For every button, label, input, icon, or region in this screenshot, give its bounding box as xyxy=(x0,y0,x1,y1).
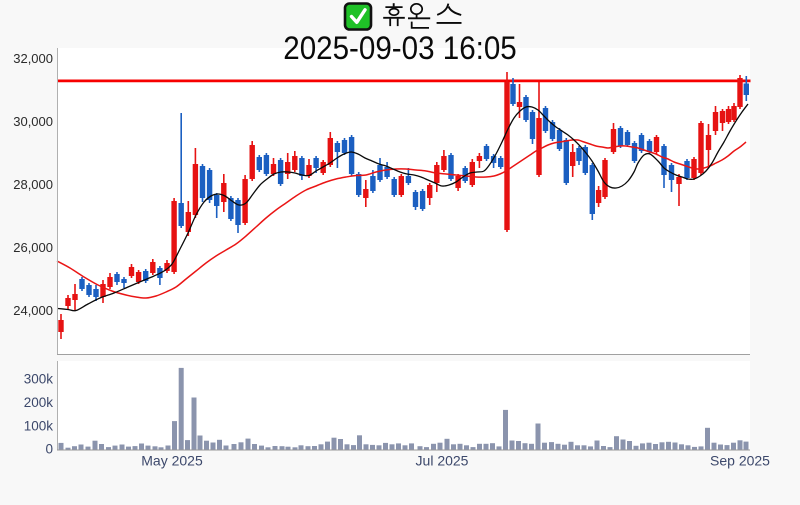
svg-text:Sep 2025: Sep 2025 xyxy=(710,453,770,469)
svg-text:28,000: 28,000 xyxy=(13,177,53,192)
svg-text:0: 0 xyxy=(45,442,53,457)
svg-text:200k: 200k xyxy=(24,395,54,410)
svg-text:300k: 300k xyxy=(24,372,54,387)
svg-text:26,000: 26,000 xyxy=(13,240,53,255)
svg-text:24,000: 24,000 xyxy=(13,303,53,318)
svg-text:Jul 2025: Jul 2025 xyxy=(416,453,469,469)
svg-text:2025-09-03 16:05: 2025-09-03 16:05 xyxy=(283,30,517,66)
svg-text:100k: 100k xyxy=(24,418,54,433)
svg-text:32,000: 32,000 xyxy=(13,51,53,66)
svg-text:May 2025: May 2025 xyxy=(141,453,203,469)
svg-text:30,000: 30,000 xyxy=(13,114,53,129)
